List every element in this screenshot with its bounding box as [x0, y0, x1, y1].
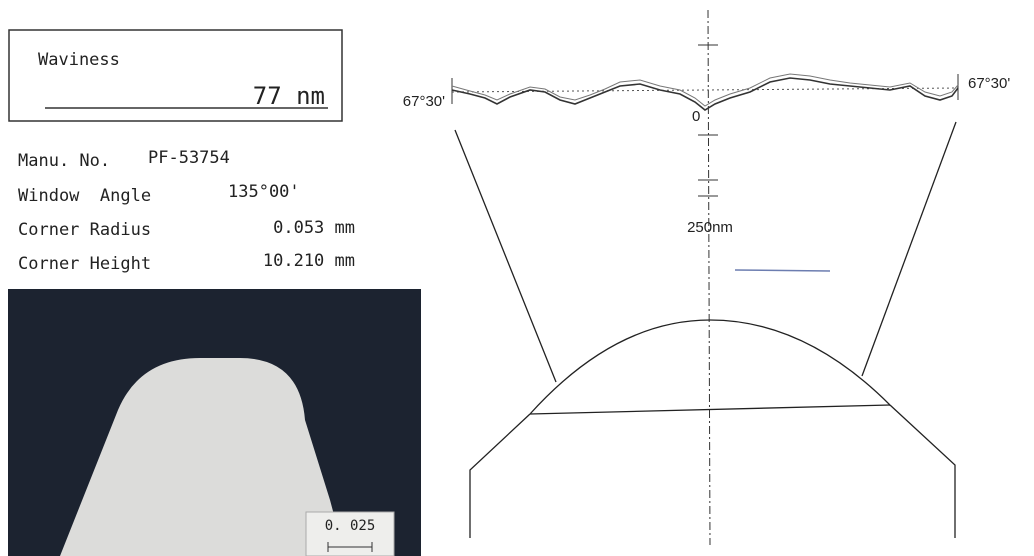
flank-line: [862, 122, 956, 376]
spec-label: Window Angle: [18, 186, 151, 206]
right-angle-label: 67°30': [968, 75, 1010, 92]
page-body: Waviness 77 nm Manu. No. PF-53754 Window…: [0, 0, 1034, 556]
spec-value: 135°00': [228, 182, 300, 202]
document: Waviness 77 nm Manu. No. PF-53754 Window…: [0, 0, 1034, 556]
body-outline: [470, 414, 530, 538]
spec-value: 10.210 mm: [263, 251, 355, 271]
left-angle-label: 67°30': [403, 93, 445, 110]
waviness-value: 77 nm: [253, 82, 325, 110]
photo-scale-label: 0. 025: [325, 518, 376, 534]
spec-label: Corner Height: [18, 254, 151, 274]
spec-value: PF-53754: [148, 148, 230, 168]
spec-label: Manu. No.: [18, 151, 110, 171]
body-outline: [890, 405, 955, 538]
waviness-trace: [452, 78, 958, 110]
corner-arc: [530, 320, 890, 414]
spec-label: Corner Radius: [18, 220, 151, 240]
pen-mark: [735, 270, 830, 271]
spec-value: 0.053 mm: [273, 218, 355, 238]
zero-label: 0: [692, 108, 700, 125]
flank-line: [455, 130, 556, 382]
page: Waviness report {"report": { "waviness":…: [0, 0, 1034, 556]
waviness-label: Waviness: [38, 50, 120, 70]
scale-label: 250nm: [687, 219, 733, 236]
